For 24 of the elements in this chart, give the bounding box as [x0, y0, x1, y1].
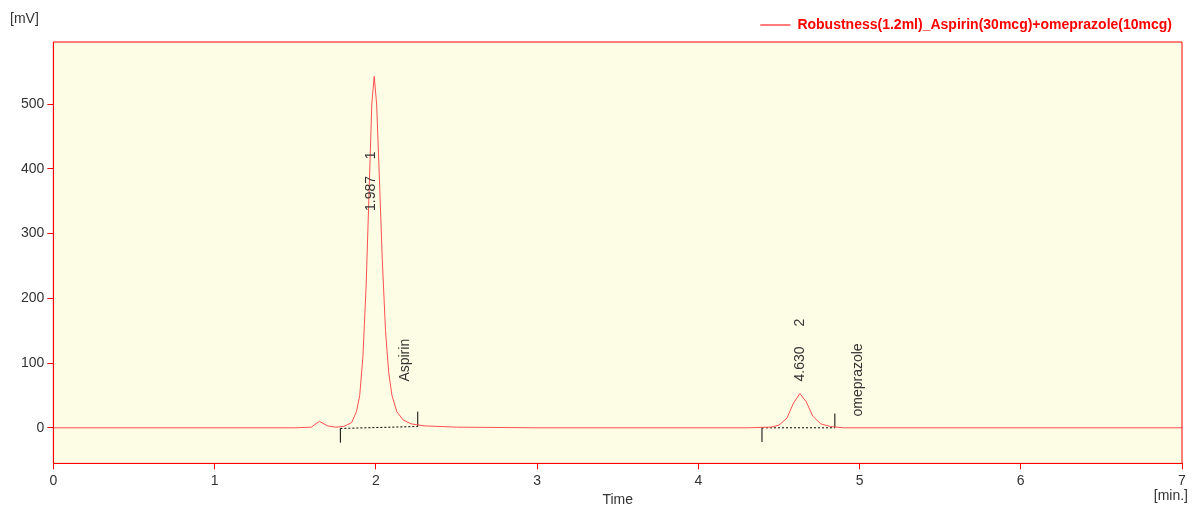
- x-tick-label: 2: [371, 471, 380, 488]
- legend-label: Robustness(1.2ml)_Aspirin(30mcg)+omeprazole(10mcg): [797, 15, 1173, 32]
- annotation: 1.987: [361, 175, 378, 211]
- y-tick-label: 200: [21, 289, 45, 306]
- y-tick-label: 0: [36, 418, 45, 435]
- annotation: Aspirin: [395, 338, 412, 382]
- y-tick-label: 100: [21, 353, 45, 370]
- x-axis-title: Time: [602, 491, 634, 508]
- x-tick-label: 0: [49, 471, 58, 488]
- annotation: 1: [361, 151, 378, 160]
- x-tick-label: 5: [855, 471, 864, 488]
- y-tick-label: 400: [21, 159, 45, 176]
- annotation: 4.630: [790, 346, 807, 382]
- y-axis-title: [mV]: [10, 9, 39, 26]
- x-tick-label: 7: [1178, 471, 1187, 488]
- x-tick-label: 4: [694, 471, 703, 488]
- annotation: omeprazole: [848, 343, 865, 417]
- x-tick-label: 1: [210, 471, 219, 488]
- x-tick-label: 6: [1016, 471, 1025, 488]
- annotation: 2: [790, 318, 807, 327]
- y-tick-label: 500: [21, 95, 45, 111]
- y-tick-label: 300: [21, 224, 45, 241]
- x-tick-label: 3: [533, 471, 542, 488]
- text: [min.]: [1153, 487, 1188, 504]
